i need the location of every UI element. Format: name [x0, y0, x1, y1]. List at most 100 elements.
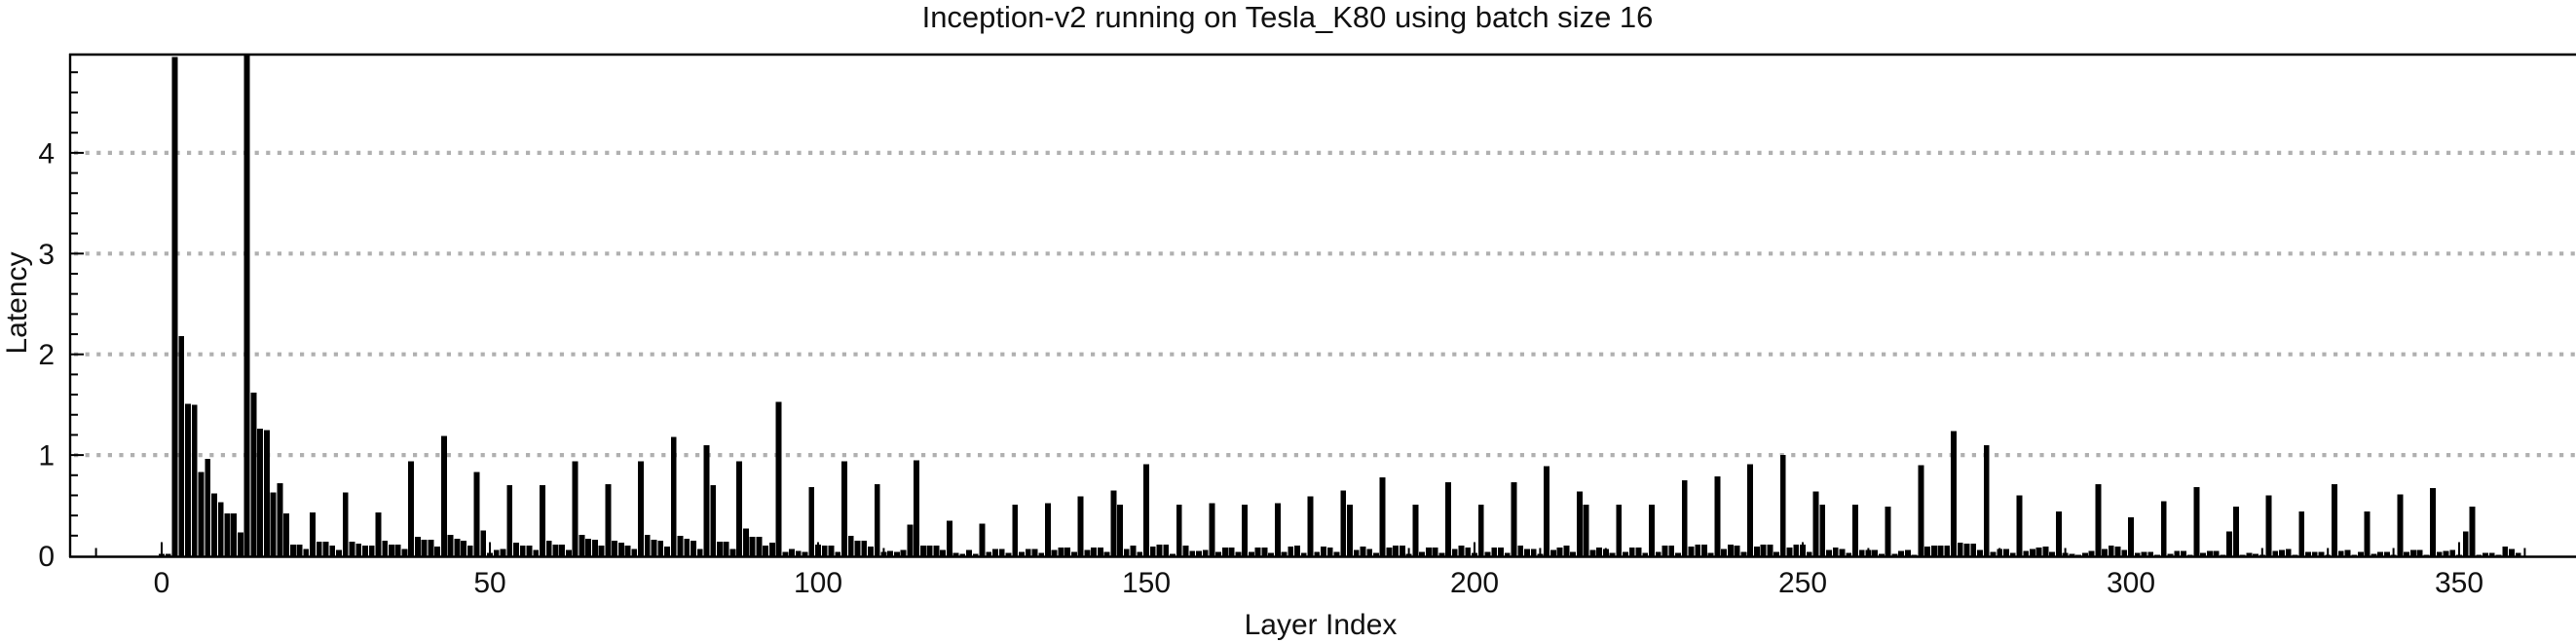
bar-layer-265 — [1898, 550, 1905, 556]
bar-layer-92 — [763, 546, 769, 556]
bar-layer-353 — [2476, 554, 2483, 556]
bar-layer-145 — [1110, 490, 1117, 556]
bar-layer-201 — [1477, 504, 1484, 556]
bar-layer-115 — [914, 460, 920, 556]
bar-layer-301 — [2134, 552, 2141, 556]
bar-layer-235 — [1701, 545, 1707, 556]
bar-layer-100 — [815, 545, 821, 556]
bar-layer-203 — [1491, 548, 1498, 556]
bar-layer-141 — [1084, 549, 1091, 556]
bar-layer-44 — [447, 534, 454, 556]
bar-layer-264 — [1891, 553, 1898, 556]
bar-layer-280 — [1997, 548, 2003, 556]
x-tick-label-250: 250 — [1778, 567, 1827, 599]
bar-layer-230 — [1668, 546, 1675, 556]
bar-layer-132 — [1025, 548, 1031, 556]
bar-layer-74 — [644, 534, 651, 556]
bar-layer-158 — [1196, 550, 1202, 556]
bar-layer-12 — [237, 532, 243, 556]
bar-layer-169 — [1268, 552, 1275, 556]
bar-layer-111 — [887, 550, 894, 556]
bar-layer-309 — [2186, 554, 2193, 556]
bar-layer-270 — [1930, 546, 1937, 556]
bar-layer-241 — [1740, 551, 1747, 556]
bar-layer-170 — [1274, 503, 1281, 556]
bar-layer-71 — [624, 546, 631, 556]
bar-layer-67 — [598, 546, 605, 556]
bar-layer-185 — [1373, 552, 1379, 556]
bar-layer-29 — [349, 542, 355, 556]
bar-layer-224 — [1628, 548, 1635, 556]
bar-layer-334 — [2351, 554, 2358, 556]
bar-layer-167 — [1254, 548, 1261, 556]
bar-layer-276 — [1970, 544, 1977, 556]
bar-layer-233 — [1688, 547, 1695, 556]
bar-layer-279 — [1990, 551, 1997, 556]
bar-layer-77 — [664, 547, 670, 556]
bar-layer-212 — [1549, 549, 1556, 556]
bar-layer-247 — [1779, 455, 1786, 556]
bar-layer-166 — [1248, 551, 1254, 556]
bar-layer-110 — [880, 551, 887, 556]
y-tick-label-4: 4 — [38, 137, 55, 170]
bar-layer-263 — [1885, 506, 1891, 556]
bar-layer-15 — [257, 429, 264, 556]
bar-layer-51 — [493, 549, 500, 556]
bar-layer-8 — [211, 493, 217, 556]
bar-layer-52 — [500, 548, 506, 556]
bar-layer-102 — [828, 546, 835, 556]
bar-layer-290 — [2062, 552, 2069, 556]
bar-layer-28 — [342, 492, 349, 556]
bar-layer-196 — [1445, 482, 1451, 556]
bar-layer-329 — [2318, 551, 2325, 556]
bar-layer-180 — [1340, 490, 1347, 556]
bar-layer-228 — [1655, 551, 1661, 556]
bar-layer-183 — [1360, 547, 1366, 556]
bar-layer-354 — [2483, 552, 2488, 556]
bar-layer-208 — [1524, 548, 1530, 556]
bar-layer-17 — [270, 492, 277, 556]
bar-layer-161 — [1215, 551, 1222, 556]
bar-layer-35 — [389, 545, 394, 556]
bar-layer-106 — [854, 540, 861, 556]
bar-layer-99 — [808, 487, 815, 556]
bar-layer-164 — [1235, 551, 1242, 556]
bar-layer-323 — [2279, 549, 2285, 556]
bar-layer-281 — [2003, 548, 2009, 556]
bar-layer-125 — [979, 523, 986, 556]
bar-layer-30 — [355, 544, 362, 556]
bar-layer-190 — [1405, 553, 1412, 556]
bar-layer-13 — [243, 55, 250, 556]
bar-layer-22 — [303, 548, 310, 556]
bar-layer-312 — [2206, 550, 2213, 556]
bar-layer-249 — [1793, 545, 1800, 556]
bar-layer-316 — [2232, 506, 2239, 556]
bar-layer-5 — [191, 404, 198, 556]
bar-layer-262 — [1878, 553, 1885, 556]
bar-layer-82 — [696, 548, 703, 556]
bar-layer-143 — [1097, 548, 1103, 556]
bar-layer-45 — [454, 538, 461, 556]
bar-layer-79 — [677, 535, 684, 556]
bar-layer-178 — [1326, 548, 1333, 556]
bar-layer-114 — [907, 524, 914, 556]
bar-layer-261 — [1872, 549, 1879, 556]
bar-layer-14 — [250, 392, 257, 556]
bar-layer-16 — [263, 430, 270, 556]
bar-layer-144 — [1103, 551, 1110, 556]
bar-layer-306 — [2167, 553, 2174, 556]
bar-layer-101 — [821, 546, 828, 556]
bar-layer-236 — [1707, 552, 1714, 556]
bar-layer-63 — [572, 461, 579, 556]
bar-layer-326 — [2298, 511, 2305, 556]
bar-layer-41 — [428, 539, 434, 556]
bar-layer-39 — [414, 536, 421, 556]
bar-layer-62 — [565, 549, 572, 556]
bar-layer-177 — [1321, 547, 1326, 556]
bar-layer-237 — [1714, 475, 1721, 556]
bar-layer-191 — [1412, 504, 1419, 556]
bar-layer-2 — [171, 57, 178, 556]
bar-layer-87 — [729, 548, 736, 556]
bar-layer-37 — [401, 548, 408, 556]
bar-layer-242 — [1747, 464, 1754, 556]
